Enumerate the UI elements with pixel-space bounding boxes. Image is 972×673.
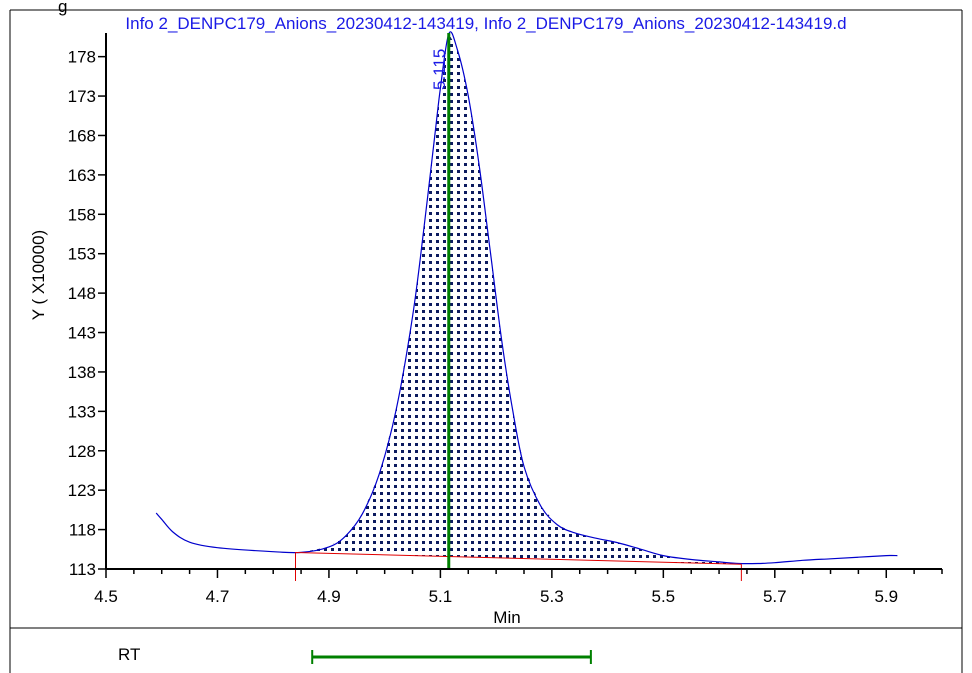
y-tick-label: 128: [68, 442, 96, 461]
y-tick-label: 123: [68, 481, 96, 500]
y-axis-label: Y ( X10000): [29, 230, 48, 320]
peak-rt-label: 5.115: [430, 49, 449, 90]
y-tick-label: 168: [68, 126, 96, 145]
chromatogram-line: [155, 31, 898, 565]
x-tick-label: 4.9: [317, 587, 341, 606]
integration-baseline: [295, 551, 742, 565]
y-tick-label: 153: [68, 245, 96, 264]
x-tick-label: 5.7: [763, 587, 787, 606]
y-tick-label: 138: [68, 363, 96, 382]
y-tick-label: 113: [69, 560, 96, 579]
x-tick-label: 5.5: [652, 587, 676, 606]
x-tick-label: 5.1: [429, 587, 453, 606]
plot-frame: [9, 9, 963, 673]
y-tick-label: 148: [68, 284, 96, 303]
chart-marks: 5.115 113 118 123 128 133 138 143 148 153 158 163 16…: [68, 31, 943, 664]
x-tick-label: 4.7: [206, 587, 230, 606]
x-tick-label: 5.3: [540, 587, 564, 606]
x-axis-label: Min: [493, 608, 520, 627]
y-tick-label: 163: [68, 166, 96, 185]
y-tick-label: 178: [68, 48, 96, 67]
y-tick-label: 143: [68, 324, 96, 343]
y-tick-label: 118: [69, 521, 96, 540]
y-tick-label: 133: [68, 402, 96, 421]
chart-title: Info 2_DENPC179_Anions_20230412-143419, …: [125, 14, 846, 33]
annotation-row-label: RT: [118, 645, 140, 664]
integrated-peak-area: [295, 33, 742, 565]
y-tick-label: 173: [68, 87, 96, 106]
partial-label: g: [58, 0, 67, 16]
x-tick-label: 5.9: [874, 587, 898, 606]
y-tick-label: 158: [68, 205, 96, 224]
x-tick-label: 4.5: [94, 587, 118, 606]
